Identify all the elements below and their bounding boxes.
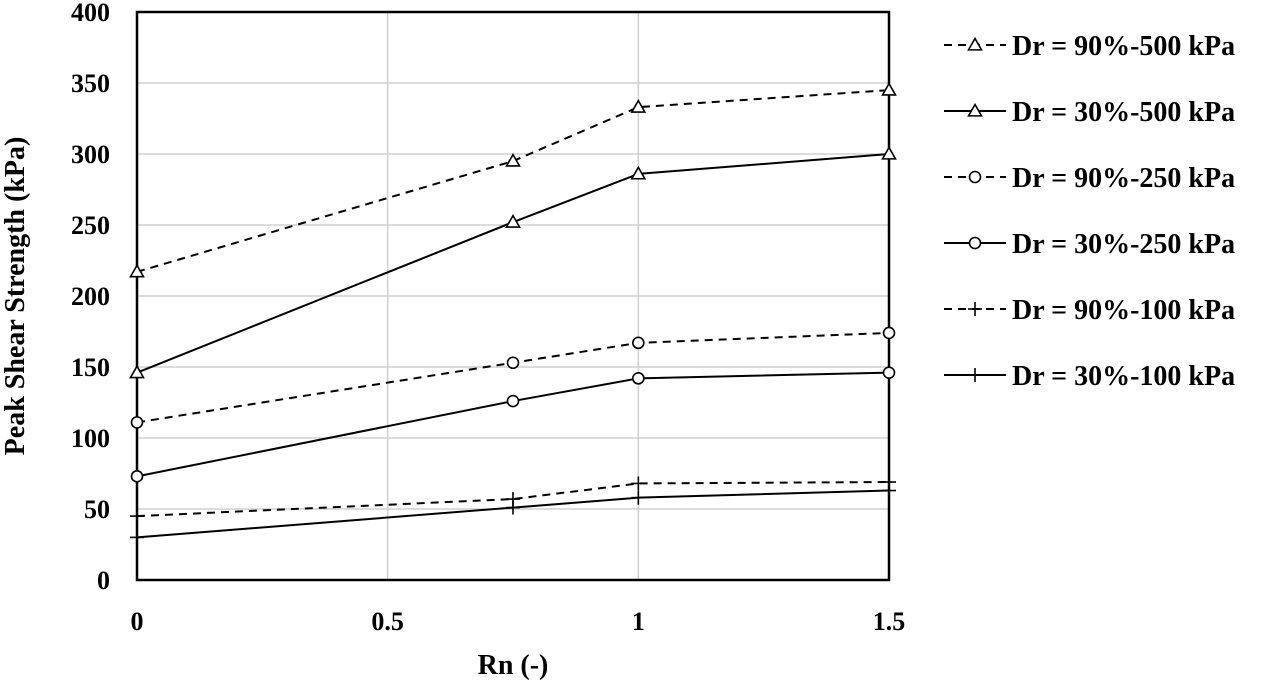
data-point [882,483,896,498]
data-point [130,416,144,429]
data-point [632,336,645,350]
y-tick-label: 350 [71,69,110,98]
data-point [130,470,144,483]
legend-item: Dr = 30%-500 kPa [944,97,1235,128]
legend-item: Dr = 90%-250 kPa [944,163,1235,194]
legend-marker [968,302,982,316]
y-tick-label: 400 [71,0,110,27]
series-6 [130,483,896,545]
series-line [136,153,890,374]
series-line [136,489,890,539]
data-point [631,476,646,491]
tick-labels: 0 50 100 150 200 250 300 350 400 0 0.5 1 1.5 [71,0,905,636]
series-line [136,331,890,424]
data-point [505,214,521,228]
y-tick-label: 200 [71,282,110,311]
data-point [630,165,647,180]
data-point [506,500,520,515]
data-point [882,366,896,379]
legend: Dr = 90%-500 kPa Dr = 30%-500 kPa Dr = 90%… [944,31,1235,392]
legend-item: Dr = 90%-100 kPa [944,295,1235,326]
y-tick-label: 150 [71,353,110,382]
data-point [630,99,647,113]
legend-label: Dr = 90%-500 kPa [1012,31,1235,62]
data-point [129,263,145,278]
legend-label: Dr = 90%-250 kPa [1012,163,1235,194]
legend-marker [967,102,983,117]
legend-label: Dr = 30%-100 kPa [1012,361,1235,392]
series-line [136,371,890,478]
series-line [136,89,890,273]
legend-item: Dr = 30%-100 kPa [944,361,1235,392]
legend-marker [968,170,982,184]
x-axis-label: Rn (-) [478,650,549,681]
data-point [130,509,144,524]
y-tick-label: 250 [71,211,110,240]
legend-label: Dr = 30%-250 kPa [1012,229,1235,260]
series-line [136,481,890,518]
series-5 [130,475,896,524]
data-point [881,81,897,96]
data-point [130,530,144,545]
series-2 [129,145,897,379]
legend-label: Dr = 30%-500 kPa [1012,97,1235,128]
series-layer [129,81,897,545]
y-tick-label: 0 [97,566,110,595]
y-axis-label: Peak Shear Strength (kPa) [0,137,31,456]
y-tick-label: 50 [84,495,110,524]
data-point [882,326,896,340]
x-tick-label: 1 [632,607,645,636]
legend-marker [968,368,982,382]
data-point [505,152,521,167]
legend-item: Dr = 90%-500 kPa [944,31,1235,62]
y-tick-label: 100 [71,424,110,453]
legend-marker [967,36,983,51]
y-tick-label: 300 [71,140,110,169]
data-point [631,490,646,505]
series-1 [129,81,897,278]
x-tick-label: 1.5 [873,607,906,636]
legend-marker [968,236,982,250]
legend-label: Dr = 90%-100 kPa [1012,295,1235,326]
x-tick-label: 0 [131,607,144,636]
data-point [129,364,145,379]
series-4 [130,366,896,483]
data-point [632,372,645,385]
data-point [881,145,897,160]
data-point [506,356,520,370]
legend-item: Dr = 30%-250 kPa [944,229,1235,260]
series-3 [130,326,896,429]
plot-frame [135,10,891,582]
x-tick-label: 0.5 [371,607,404,636]
data-point [506,394,520,408]
